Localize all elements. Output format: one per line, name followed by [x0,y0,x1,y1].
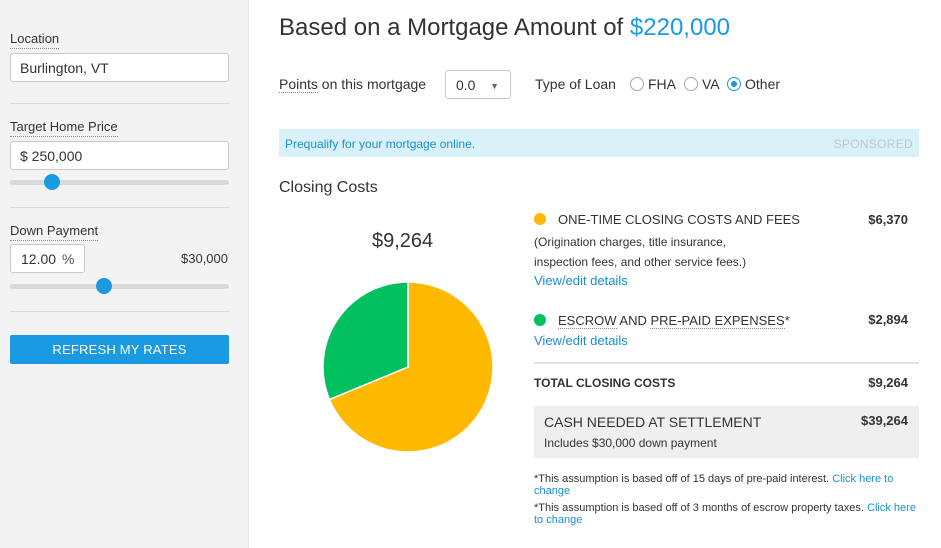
cash-needed-value: $39,264 [861,413,908,428]
closing-costs-heading: Closing Costs [279,179,378,196]
title-prefix: Based on a Mortgage Amount of [279,14,624,41]
prepaid-help-link[interactable]: PRE-PAID EXPENSES [650,313,785,329]
sponsored-banner: Prequalify for your mortgage online. SPO… [279,129,919,157]
escrow-taxes-note: *This assumption is based off of 3 month… [534,502,919,526]
prepaid-interest-change-link[interactable]: Click here to change [534,473,894,497]
loan-type-label: Type of Loan [535,76,616,92]
escrow-legend-dot [534,314,546,326]
escrow-help-link[interactable]: ESCROW [558,313,617,329]
pie-slice-escrow [322,281,409,401]
location-input[interactable]: Burlington, VT [10,53,229,82]
down-payment-percent-value: 12.00 [21,251,57,267]
target-price-slider[interactable] [10,174,229,190]
points-select[interactable]: 0.0 ▼ [445,70,511,99]
points-help-link[interactable]: Points [279,76,318,93]
one-time-costs-label: ONE-TIME CLOSING COSTS AND FEES [558,212,800,227]
total-closing-costs-label: TOTAL CLOSING COSTS [534,376,676,390]
escrow-asterisk: * [784,313,790,328]
sidebar-divider [10,207,229,208]
one-time-costs-value: $6,370 [868,212,908,227]
target-price-input[interactable]: $ 250,000 [10,141,229,170]
one-time-desc-line2: inspection fees, and other service fees.… [534,255,747,269]
cash-needed-box: CASH NEEDED AT SETTLEMENT Includes $30,0… [534,406,919,458]
radio-fha-circle[interactable] [630,77,644,91]
one-time-desc-line1: (Origination charges, title insurance, [534,235,727,249]
refresh-rates-button[interactable]: REFRESH MY RATES [10,335,229,364]
radio-fha[interactable]: FHA [630,76,676,92]
location-label: Location [10,31,60,49]
cash-needed-subtext: Includes $30,000 down payment [544,436,717,450]
prequalify-link[interactable]: Prequalify for your mortgage online. [285,137,476,151]
radio-other-circle[interactable] [727,77,741,91]
radio-other[interactable]: Other [727,76,780,92]
closing-costs-pie-chart [322,281,494,453]
caret-down-icon: ▼ [490,81,499,91]
totals-divider [534,362,919,364]
points-label-rest: on this mortgage [317,76,427,92]
one-time-costs-title: ONE-TIME CLOSING COSTS AND FEES [534,212,800,227]
radio-va[interactable]: VA [684,76,720,92]
points-label: Points on this mortgage [279,76,427,93]
radio-fha-label: FHA [648,76,676,92]
total-closing-costs-value: $9,264 [868,375,908,390]
down-payment-label: Down Payment [10,223,99,241]
sidebar-divider [10,311,229,312]
target-price-label: Target Home Price [10,119,118,137]
escrow-taxes-change-link[interactable]: Click here to change [534,502,916,526]
down-payment-amount: $30,000 [181,251,228,266]
cash-needed-label: CASH NEEDED AT SETTLEMENT [544,414,762,430]
escrow-view-edit-link[interactable]: View/edit details [534,333,628,348]
one-time-view-edit-link[interactable]: View/edit details [534,273,628,288]
main-content: Based on a Mortgage Amount of $220,000 P… [279,0,919,548]
sidebar: Location Burlington, VT Target Home Pric… [0,0,249,548]
down-payment-slider-thumb[interactable] [96,278,113,294]
down-payment-percent-input[interactable]: 12.00% [10,244,85,273]
radio-va-circle[interactable] [684,77,698,91]
escrow-title: ESCROW AND PRE-PAID EXPENSES* [534,313,790,329]
down-payment-slider[interactable] [10,278,229,294]
sidebar-divider [10,103,229,104]
pie-slice-one-time-costs [328,281,494,453]
points-value: 0.0 [456,77,476,93]
loan-options-row: Points on this mortgage 0.0 ▼ Type of Lo… [279,70,919,100]
escrow-and: AND [619,313,647,328]
escrow-taxes-note-text: *This assumption is based off of 3 month… [534,502,864,514]
percent-sign: % [62,251,75,267]
one-time-legend-dot [534,213,546,225]
closing-costs-total-display: $9,264 [372,230,434,252]
escrow-value: $2,894 [868,312,908,327]
radio-other-label: Other [745,76,781,92]
prepaid-interest-note-text: *This assumption is based off of 15 days… [534,473,830,485]
sponsored-tag: SPONSORED [833,137,913,151]
prepaid-interest-note: *This assumption is based off of 15 days… [534,473,919,497]
radio-va-label: VA [702,76,720,92]
mortgage-amount: $220,000 [629,14,731,41]
page-title: Based on a Mortgage Amount of $220,000 [279,14,730,42]
target-price-slider-thumb[interactable] [43,174,60,190]
